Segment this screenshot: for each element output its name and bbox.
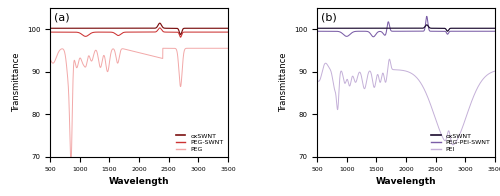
Line: oxSWNT: oxSWNT xyxy=(50,23,228,35)
PEI xyxy=(390,68,396,71)
PEG-SWNT xyxy=(225,31,231,33)
oxSWNT xyxy=(222,27,228,29)
oxSWNT xyxy=(444,30,450,32)
Legend: oxSWNT, PEG-SWNT, PEG: oxSWNT, PEG-SWNT, PEG xyxy=(175,132,225,154)
PEG-PEI-SWNT xyxy=(470,30,476,32)
oxSWNT xyxy=(488,27,494,29)
PEG xyxy=(78,58,84,60)
oxSWNT xyxy=(116,27,121,29)
PEI xyxy=(386,58,392,60)
Text: (a): (a) xyxy=(54,12,69,22)
PEG-SWNT xyxy=(68,31,73,33)
PEG-PEI-SWNT xyxy=(492,30,498,32)
PEG-PEI-SWNT xyxy=(314,30,320,32)
oxSWNT xyxy=(123,27,129,29)
PEG xyxy=(68,151,73,153)
PEG xyxy=(222,47,228,49)
oxSWNT xyxy=(78,27,84,29)
PEG-PEI-SWNT xyxy=(334,30,340,33)
PEG-PEI-SWNT xyxy=(390,30,396,32)
oxSWNT xyxy=(424,24,430,26)
Line: oxSWNT: oxSWNT xyxy=(317,25,495,31)
PEG xyxy=(116,61,121,63)
oxSWNT xyxy=(382,27,388,29)
PEI xyxy=(450,144,456,146)
PEG-SWNT xyxy=(178,36,184,38)
Legend: oxSWNT, PEG-PEI-SWNT, PEI: oxSWNT, PEG-PEI-SWNT, PEI xyxy=(430,132,492,154)
oxSWNT xyxy=(202,27,208,29)
PEG-PEI-SWNT xyxy=(382,34,388,36)
PEG-PEI-SWNT xyxy=(488,30,494,32)
oxSWNT xyxy=(225,27,231,29)
PEG-PEI-SWNT xyxy=(345,35,351,37)
Y-axis label: Transmittance: Transmittance xyxy=(279,53,288,112)
PEG xyxy=(47,57,53,60)
oxSWNT xyxy=(156,22,162,24)
PEI xyxy=(314,79,320,81)
oxSWNT xyxy=(334,27,340,29)
PEI xyxy=(334,108,340,110)
Line: PEG: PEG xyxy=(50,48,228,157)
PEI xyxy=(345,80,351,82)
PEI xyxy=(488,71,494,74)
PEG-SWNT xyxy=(156,27,162,29)
Text: (b): (b) xyxy=(320,12,336,22)
Line: PEI: PEI xyxy=(317,59,495,145)
X-axis label: Wavelength: Wavelength xyxy=(376,177,436,186)
PEG-SWNT xyxy=(116,34,121,37)
oxSWNT xyxy=(470,27,476,29)
PEI xyxy=(470,98,476,100)
PEI xyxy=(382,81,388,83)
oxSWNT xyxy=(314,27,320,29)
PEG xyxy=(160,47,166,49)
PEG-SWNT xyxy=(222,31,228,33)
Line: PEG-SWNT: PEG-SWNT xyxy=(50,28,228,37)
PEG xyxy=(225,47,231,49)
PEG-SWNT xyxy=(78,33,84,35)
Line: PEG-PEI-SWNT: PEG-PEI-SWNT xyxy=(317,16,495,37)
PEG xyxy=(123,48,129,51)
Y-axis label: Transmittance: Transmittance xyxy=(12,53,21,112)
PEG xyxy=(202,47,208,49)
oxSWNT xyxy=(492,27,498,29)
oxSWNT xyxy=(47,27,53,29)
PEI xyxy=(492,70,498,72)
oxSWNT xyxy=(68,27,73,29)
oxSWNT xyxy=(390,27,396,29)
PEG-PEI-SWNT xyxy=(424,15,430,17)
oxSWNT xyxy=(345,27,351,29)
PEG-PEI-SWNT xyxy=(370,36,376,38)
PEG-SWNT xyxy=(123,31,129,33)
PEG xyxy=(68,156,73,158)
PEG-SWNT xyxy=(202,31,208,33)
X-axis label: Wavelength: Wavelength xyxy=(108,177,170,186)
PEG-SWNT xyxy=(47,31,53,33)
oxSWNT xyxy=(178,34,184,36)
